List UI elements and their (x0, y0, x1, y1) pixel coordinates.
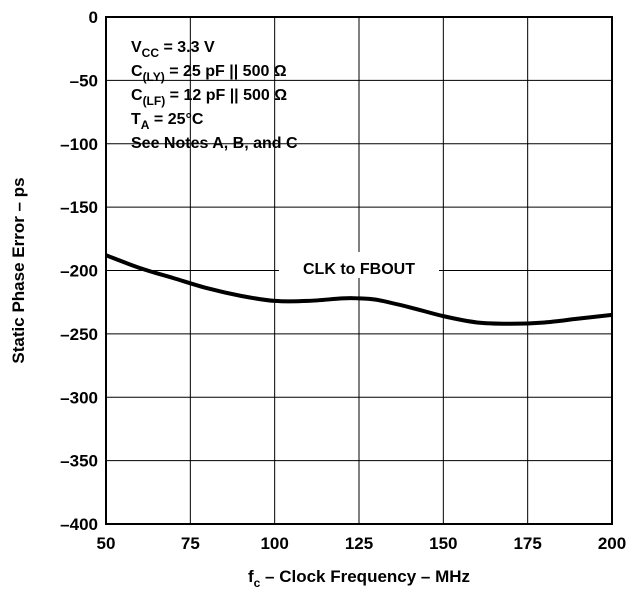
x-axis-title-rest: – Clock Frequency – MHz (260, 567, 470, 586)
y-tick-label: –400 (60, 515, 98, 534)
condition-line: See Notes A, B, and C (131, 135, 298, 152)
x-tick-labels: 50 75 100 125 150 175 200 (97, 534, 627, 553)
y-tick-label: –150 (60, 198, 98, 217)
x-tick-label: 50 (97, 534, 116, 553)
y-tick-label: –350 (60, 452, 98, 471)
condition-line: VCC = 3.3 V (131, 39, 215, 60)
y-tick-label: –300 (60, 388, 98, 407)
y-tick-label: –100 (60, 135, 98, 154)
x-tick-label: 75 (181, 534, 200, 553)
series-label-background (279, 251, 439, 278)
condition-line: C(LF) = 12 pF || 500 Ω (131, 87, 287, 108)
x-tick-label: 175 (513, 534, 541, 553)
plot-frame (105, 16, 613, 525)
test-conditions: VCC = 3.3 V C(LY) = 25 pF || 500 Ω C(LF) =… (131, 39, 298, 152)
x-axis-title-subscript: c (254, 576, 261, 590)
condition-line: TA = 25°C (131, 111, 204, 132)
grid-lines (106, 17, 612, 524)
y-tick-label: –200 (60, 262, 98, 281)
y-axis-title: Static Phase Error – ps (9, 177, 28, 363)
x-tick-label: 100 (260, 534, 288, 553)
series-label-layer: CLK to FBOUT (279, 251, 439, 278)
y-tick-label: –50 (70, 71, 98, 90)
y-tick-labels: 0 –50 –100 –150 –200 –250 –300 –350 –400 (60, 8, 98, 534)
x-axis-title: fc – Clock Frequency – MHz (248, 567, 470, 590)
series-layer (105, 253, 613, 326)
series-line-clk-to-fbout (105, 253, 613, 326)
series-label: CLK to FBOUT (303, 261, 415, 278)
x-tick-label: 150 (429, 534, 457, 553)
y-tick-label: 0 (89, 8, 98, 27)
x-axis-title-main: f (248, 567, 254, 586)
x-tick-label: 200 (598, 534, 626, 553)
condition-line: C(LY) = 25 pF || 500 Ω (131, 63, 287, 84)
y-tick-label: –250 (60, 325, 98, 344)
x-tick-label: 125 (345, 534, 373, 553)
